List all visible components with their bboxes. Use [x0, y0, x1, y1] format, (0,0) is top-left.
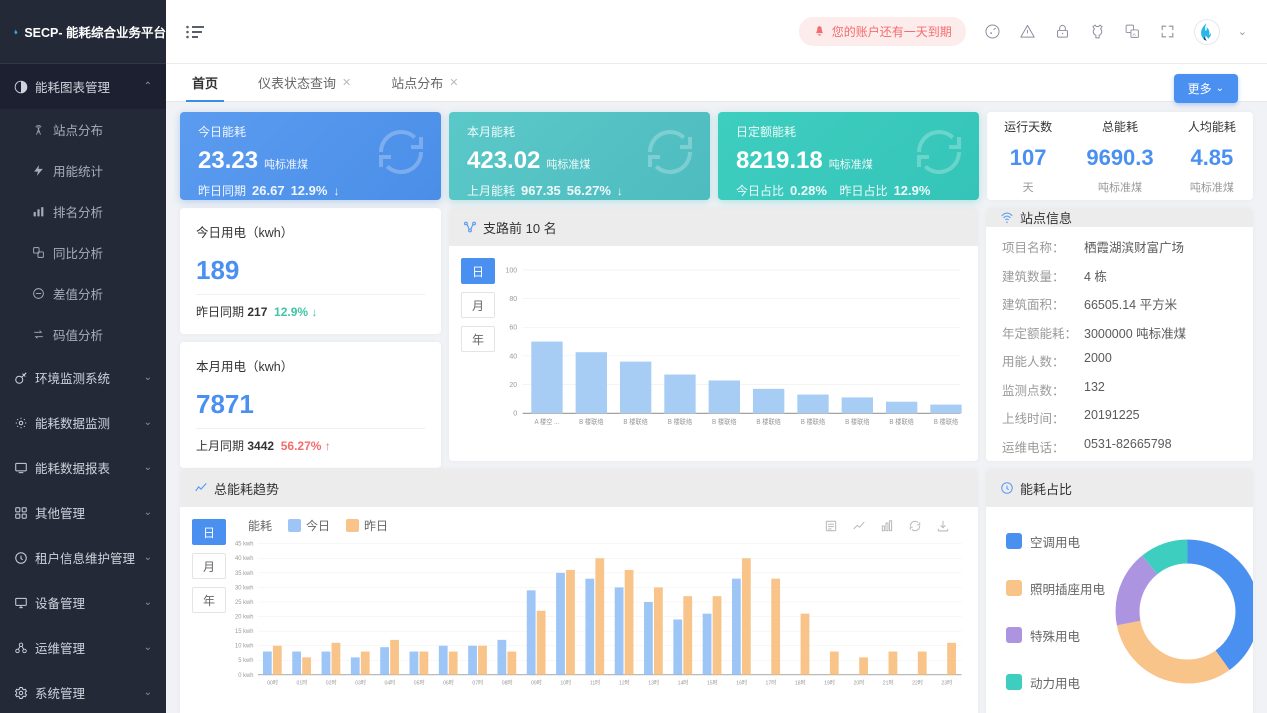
- svg-text:03时: 03时: [355, 678, 366, 686]
- svg-text:04时: 04时: [384, 678, 395, 686]
- svg-text:0 kwh: 0 kwh: [238, 673, 253, 679]
- svg-text:B 楼联络: B 楼联络: [801, 417, 826, 426]
- svg-text:09时: 09时: [531, 678, 542, 686]
- svg-text:22时: 22时: [912, 678, 923, 686]
- svg-text:20时: 20时: [853, 678, 864, 686]
- svg-text:40 kwh: 40 kwh: [235, 556, 253, 562]
- svg-text:20 kwh: 20 kwh: [235, 614, 253, 620]
- svg-text:00时: 00时: [267, 678, 278, 686]
- svg-text:17时: 17时: [766, 678, 777, 686]
- svg-text:19时: 19时: [824, 678, 835, 686]
- svg-text:23时: 23时: [941, 678, 952, 686]
- svg-text:80: 80: [509, 294, 517, 303]
- svg-text:10 kwh: 10 kwh: [235, 643, 253, 649]
- svg-text:12时: 12时: [619, 678, 630, 686]
- svg-text:B 楼联络: B 楼联络: [579, 417, 604, 426]
- svg-text:15时: 15时: [707, 678, 718, 686]
- svg-text:60: 60: [509, 322, 517, 331]
- svg-text:10时: 10时: [560, 678, 571, 686]
- svg-text:08时: 08时: [502, 678, 513, 686]
- svg-text:B 楼联络: B 楼联络: [756, 417, 781, 426]
- svg-text:30 kwh: 30 kwh: [235, 585, 253, 591]
- svg-text:18时: 18时: [795, 678, 806, 686]
- svg-text:07时: 07时: [472, 678, 483, 686]
- svg-text:B 楼联络: B 楼联络: [712, 417, 737, 426]
- svg-text:B 楼联络: B 楼联络: [934, 417, 959, 426]
- svg-text:45 kwh: 45 kwh: [235, 541, 253, 547]
- svg-text:25 kwh: 25 kwh: [235, 600, 253, 606]
- svg-text:A 楼空 ...: A 楼空 ...: [535, 417, 560, 426]
- svg-text:35 kwh: 35 kwh: [235, 571, 253, 577]
- svg-text:B 楼联络: B 楼联络: [845, 417, 870, 426]
- svg-text:06时: 06时: [443, 678, 454, 686]
- svg-text:0: 0: [513, 408, 517, 417]
- svg-text:5 kwh: 5 kwh: [238, 658, 253, 664]
- svg-text:01时: 01时: [297, 678, 308, 686]
- svg-text:B 楼联络: B 楼联络: [668, 417, 693, 426]
- svg-text:16时: 16时: [736, 678, 747, 686]
- svg-text:13时: 13时: [648, 678, 659, 686]
- svg-text:100: 100: [506, 265, 518, 274]
- svg-text:14时: 14时: [678, 678, 689, 686]
- svg-text:20: 20: [509, 380, 517, 389]
- svg-text:15 kwh: 15 kwh: [235, 629, 253, 635]
- svg-text:40: 40: [509, 351, 517, 360]
- svg-text:21时: 21时: [883, 678, 894, 686]
- svg-text:B 楼联络: B 楼联络: [889, 417, 914, 426]
- svg-text:11时: 11时: [590, 678, 601, 686]
- svg-text:02时: 02时: [326, 678, 337, 686]
- svg-text:05时: 05时: [414, 678, 425, 686]
- svg-text:B 楼联络: B 楼联络: [623, 417, 648, 426]
